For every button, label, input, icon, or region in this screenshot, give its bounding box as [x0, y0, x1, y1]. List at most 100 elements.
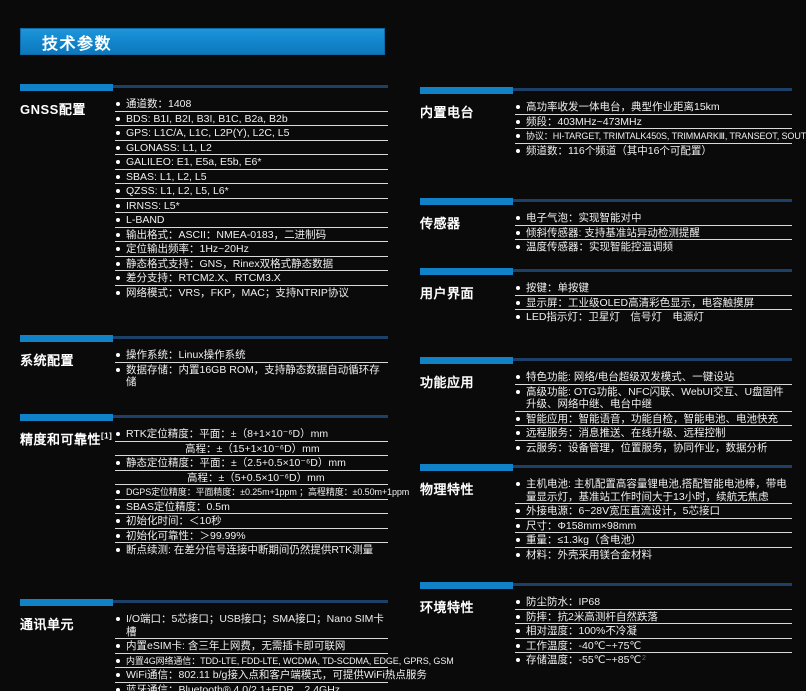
section-accent-bar [20, 84, 113, 91]
spec-row: 温度传感器：实现智能控温调频 [515, 240, 792, 254]
section-title-text: 通讯单元 [20, 617, 75, 632]
spec-row: DGPS定位精度：平面精度：±0.25m+1ppm ；高程精度：±0.50m+1… [115, 485, 409, 500]
section-accent-bar [420, 87, 513, 94]
section-function-applications: 功能应用 特色功能: 网络/电台超级双发模式、一键设站 高级功能: OTG功能、N… [420, 357, 792, 455]
spec-row: 静态格式支持：GNS，Rinex双格式静态数据 [115, 257, 388, 271]
section-title-text: 物理特性 [420, 482, 475, 497]
section-divider [20, 599, 388, 606]
section-title-gnss-config: GNSS配置 [20, 97, 115, 300]
spec-row: 存储温度：-55℃~+85℃ [515, 653, 792, 667]
section-user-interface: 用户界面 按键：单按键 显示屏：工业级OLED高清彩色显示，电容触摸屏 LED指示灯… [420, 268, 792, 324]
spec-row: 内置eSIM卡: 含三年上网费，无需插卡即可联网 [115, 639, 388, 654]
spec-row: 差分支持：RTCM2.X、RTCM3.X [115, 271, 388, 286]
section-accent-bar [20, 414, 113, 421]
section-divider-line [513, 465, 792, 468]
section-sensors: 传感器 电子气泡：实现智能对中 倾斜传感器: 支持基准站异动检测提醒 温度传感器：实… [420, 198, 792, 254]
spec-row: BDS: B1I, B2I, B3I, B1C, B2a, B2b [115, 112, 388, 126]
spec-row: 高程：±（5+0.5×10⁻⁶D）mm [115, 471, 388, 485]
spec-row: I/O端口：5芯接口；USB接口；SMA接口；Nano SIM卡槽 [115, 612, 388, 639]
spec-row: 尺寸：Φ158mm×98mm [515, 519, 792, 533]
section-accuracy-reliability: 精度和可靠性[1] RTK定位精度：平面：±（8+1×10⁻⁶D）mm 高程：±（… [20, 414, 409, 557]
section-divider [420, 268, 792, 275]
spec-row: 数据存储：内置16GB ROM，支持静态数据自动循环存储 [115, 363, 388, 389]
spec-rows-physical-characteristics: 主机电池: 主机配置高容量锂电池,搭配智能电池棒，带电量显示灯，基准站工作时间大… [515, 477, 792, 562]
section-divider [420, 357, 792, 364]
spec-row: GALILEO: E1, E5a, E5b, E6* [115, 155, 388, 170]
spec-row: 频段：403MHz~473MHz [515, 115, 792, 129]
section-title-text: 内置电台 [420, 105, 475, 120]
section-accent-bar [20, 335, 113, 342]
spec-row: 防尘防水：IP68 [515, 595, 792, 610]
section-title-text: 系统配置 [20, 353, 75, 368]
spec-row: 智能应用：智能语音，功能自检，智能电池、电池快充 [515, 412, 792, 426]
spec-row: 按键：单按键 [515, 281, 792, 296]
section-divider [20, 84, 388, 91]
spec-row: 远程服务：消息推送、在线升级、远程控制 [515, 426, 792, 441]
section-communication-unit: 通讯单元 I/O端口：5芯接口；USB接口；SMA接口；Nano SIM卡槽 内置… [20, 599, 454, 691]
section-title-sensors: 传感器 [420, 211, 515, 254]
section-title-accuracy-reliability: 精度和可靠性[1] [20, 427, 115, 557]
spec-row: 蓝牙通信：Bluetooth® 4.0/2.1+EDR，2.4GHz [115, 683, 388, 691]
section-builtin-radio: 内置电台 高功率收发一体电台，典型作业距离15km 频段：403MHz~473MH… [420, 87, 806, 158]
section-accent-bar [420, 582, 513, 589]
spec-row: 输出格式：ASCII：NMEA-0183，二进制码 [115, 228, 388, 242]
section-divider-line [513, 269, 792, 272]
section-title-environmental-characteristics: 环境特性 [420, 595, 515, 667]
spec-rows-system-config: 操作系统：Linux操作系统 数据存储：内置16GB ROM，支持静态数据自动循环… [115, 348, 388, 389]
spec-row: 外接电源：6~28V宽压直流设计，5芯接口 [515, 504, 792, 519]
section-title-user-interface: 用户界面 [420, 281, 515, 324]
section-title-text: 环境特性 [420, 600, 475, 615]
spec-row: 材料：外壳采用镁合金材料 [515, 548, 792, 562]
page-title-banner: 技术参数 [20, 28, 385, 55]
section-divider [420, 198, 792, 205]
section-divider-line [513, 199, 792, 202]
spec-row: 频道数：116个频道（其中16个可配置） [515, 144, 792, 158]
section-divider-line [513, 358, 792, 361]
spec-row: 相对湿度：100%不冷凝 [515, 624, 792, 639]
section-divider-line [113, 415, 388, 418]
section-divider-line [113, 336, 388, 339]
spec-rows-gnss-config: 通道数：1408 BDS: B1I, B2I, B3I, B1C, B2a, B2… [115, 97, 388, 300]
spec-rows-user-interface: 按键：单按键 显示屏：工业级OLED高清彩色显示，电容触摸屏 LED指示灯：卫星灯 … [515, 281, 792, 324]
section-system-config: 系统配置 操作系统：Linux操作系统 数据存储：内置16GB ROM，支持静态数… [20, 335, 388, 389]
section-title-system-config: 系统配置 [20, 348, 115, 389]
section-physical-characteristics: 物理特性 主机电池: 主机配置高容量锂电池,搭配智能电池棒，带电量显示灯，基准站… [420, 464, 792, 562]
spec-rows-function-applications: 特色功能: 网络/电台超级双发模式、一键设站 高级功能: OTG功能、NFC闪联、… [515, 370, 792, 455]
section-title-function-applications: 功能应用 [420, 370, 515, 455]
spec-row: 云服务：设备管理，位置服务，协同作业，数据分析 [515, 441, 792, 455]
spec-row: LED指示灯：卫星灯 信号灯 电源灯 [515, 310, 792, 324]
section-accent-bar [420, 268, 513, 275]
spec-rows-sensors: 电子气泡：实现智能对中 倾斜传感器: 支持基准站异动检测提醒 温度传感器：实现智能控… [515, 211, 792, 254]
section-accent-bar [20, 599, 113, 606]
spec-row: 初始化时间：＜10秒 [115, 514, 388, 529]
section-divider-line [513, 583, 792, 586]
spec-row: 防摔：抗2米高测杆自然跌落 [515, 610, 792, 624]
spec-row: 重量：≤1.3kg（含电池） [515, 533, 792, 548]
spec-row: GPS: L1C/A, L1C, L2P(Y), L2C, L5 [115, 126, 388, 141]
spec-row: SBAS定位精度：0.5m [115, 500, 388, 514]
spec-row: IRNSS: L5* [115, 199, 388, 213]
page-title: 技术参数 [42, 35, 113, 53]
section-title-text: GNSS配置 [20, 102, 86, 117]
spec-row: L-BAND [115, 213, 388, 228]
spec-row: 倾斜传感器: 支持基准站异动检测提醒 [515, 226, 792, 240]
section-title-superscript: [1] [101, 431, 113, 441]
spec-rows-accuracy-reliability: RTK定位精度：平面：±（8+1×10⁻⁶D）mm 高程：±（15+1×10⁻⁶D… [115, 427, 409, 557]
section-accent-bar [420, 357, 513, 364]
section-gnss-config: GNSS配置 通道数：1408 BDS: B1I, B2I, B3I, B1C, … [20, 84, 388, 300]
spec-row: 协议：HI-TARGET, TRIMTALK450S, TRIMMARKⅢ, T… [515, 129, 806, 144]
section-title-text: 功能应用 [420, 375, 475, 390]
spec-row: 断点续测: 在差分信号连接中断期间仍然提供RTK测量 [115, 543, 388, 557]
section-divider-line [513, 88, 792, 91]
section-title-physical-characteristics: 物理特性 [420, 477, 515, 562]
section-divider [420, 87, 792, 94]
spec-row: 静态定位精度：平面：±（2.5+0.5×10⁻⁶D）mm [115, 456, 388, 471]
section-divider-line [113, 85, 388, 88]
spec-row: 定位输出频率：1Hz~20Hz [115, 242, 388, 257]
spec-row: 高级功能: OTG功能、NFC闪联、WebUI交互、U盘固件升级、网络中继、电台… [515, 385, 792, 412]
section-title-text: 精度和可靠性 [20, 432, 102, 447]
spec-row: 特色功能: 网络/电台超级双发模式、一键设站 [515, 370, 792, 385]
spec-row: 通道数：1408 [115, 97, 388, 112]
spec-rows-builtin-radio: 高功率收发一体电台，典型作业距离15km 频段：403MHz~473MHz 协议：H… [515, 100, 806, 158]
section-title-text: 传感器 [420, 216, 461, 231]
